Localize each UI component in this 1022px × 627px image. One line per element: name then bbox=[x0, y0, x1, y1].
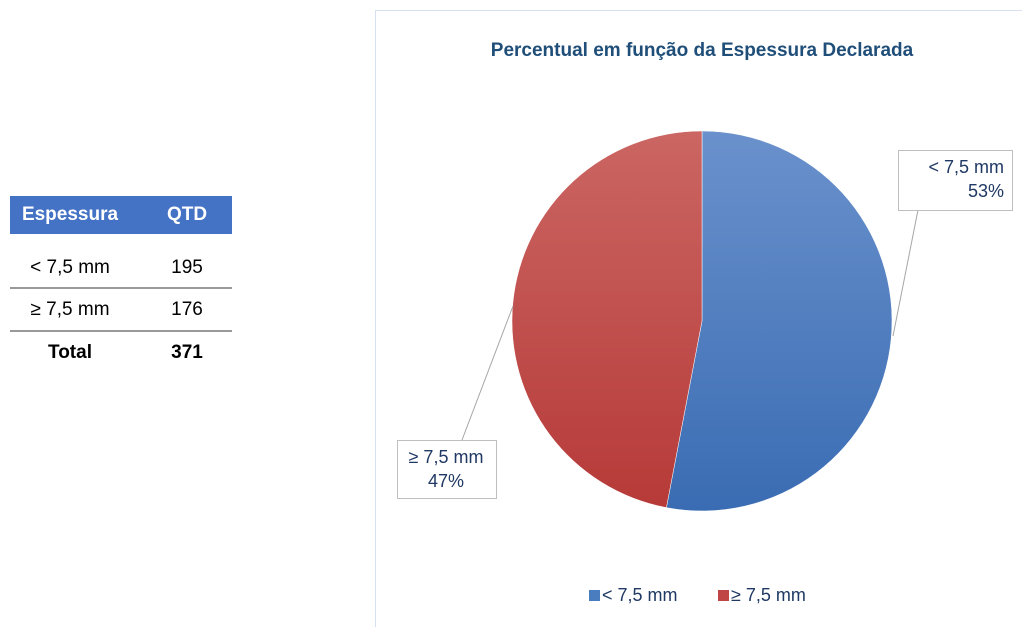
data-label-value: 47% bbox=[428, 471, 464, 491]
leader-line bbox=[461, 305, 514, 441]
data-label-value: 53% bbox=[968, 181, 1004, 201]
chart-frame bbox=[375, 10, 1022, 627]
data-label-category: ≥ 7,5 mm bbox=[409, 447, 484, 467]
legend-label: < 7,5 mm bbox=[602, 585, 678, 605]
table-total: 371 bbox=[171, 342, 203, 363]
data-label-box bbox=[898, 150, 1013, 211]
table-total: Total bbox=[48, 342, 92, 363]
table-cell: 176 bbox=[171, 299, 203, 320]
data-label-category: < 7,5 mm bbox=[928, 157, 1004, 177]
table-cell: ≥ 7,5 mm bbox=[30, 299, 109, 320]
pie-slice bbox=[511, 130, 703, 508]
chart-title: Percentual em função da Espessura Declar… bbox=[491, 40, 914, 61]
table-header: QTD bbox=[167, 204, 207, 225]
legend-label: ≥ 7,5 mm bbox=[731, 585, 806, 605]
legend-swatch bbox=[589, 590, 600, 601]
table-header-bg bbox=[10, 196, 232, 234]
table-header: Espessura bbox=[22, 204, 119, 225]
table-cell: < 7,5 mm bbox=[30, 257, 110, 278]
data-label-box bbox=[397, 440, 497, 499]
table-cell: 195 bbox=[171, 257, 203, 278]
pie-slice bbox=[666, 130, 893, 512]
leader-line bbox=[892, 209, 919, 337]
legend-swatch bbox=[718, 590, 729, 601]
